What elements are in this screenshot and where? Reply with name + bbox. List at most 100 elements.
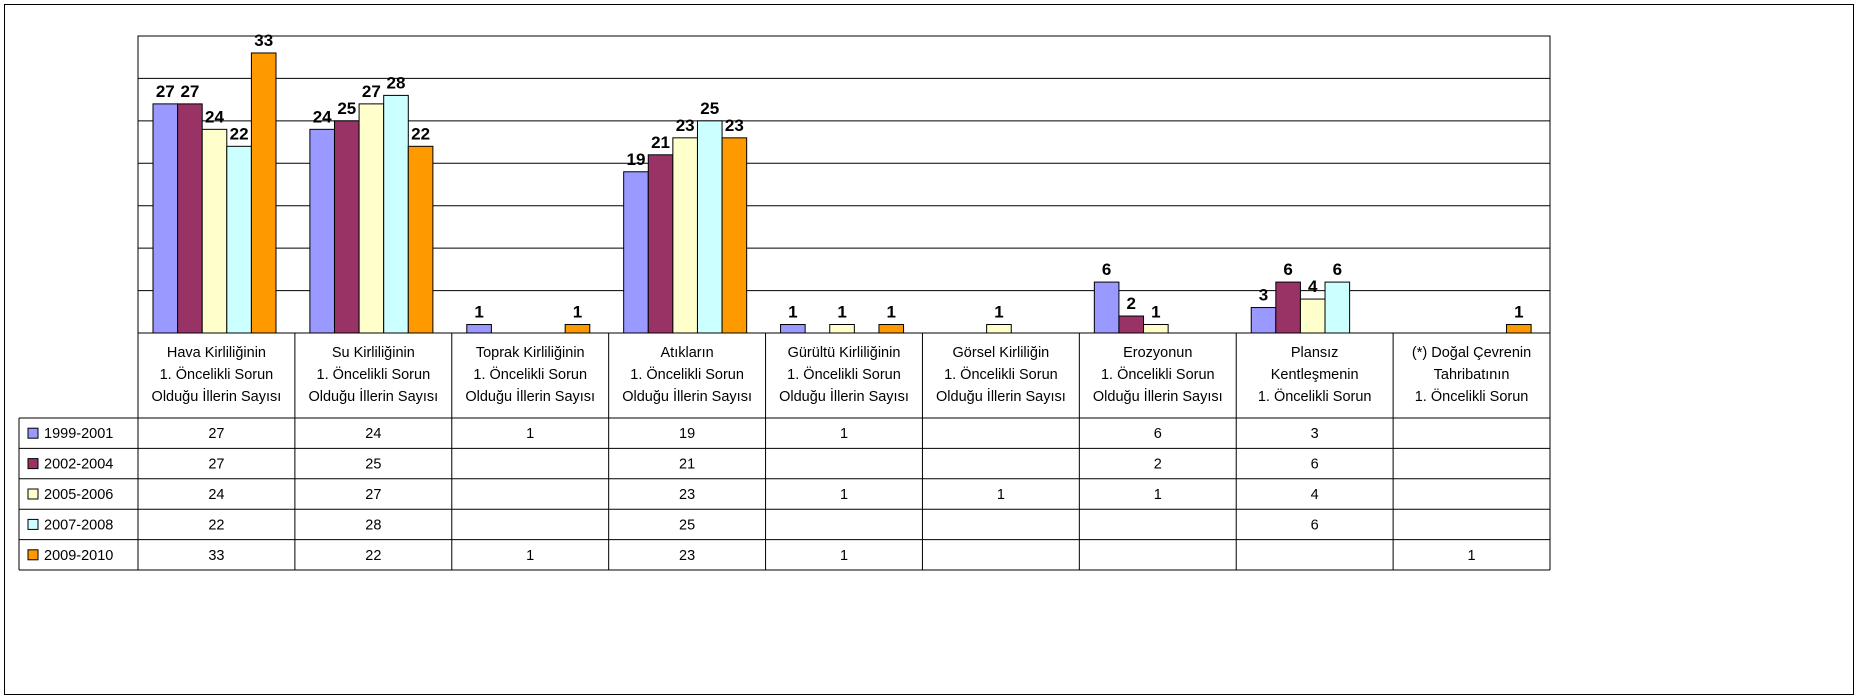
data-label: 28 [387, 73, 406, 92]
legend-label: 1999-2001 [44, 426, 113, 442]
legend-label: 2005-2006 [44, 487, 113, 503]
legend-key [27, 518, 39, 530]
data-label: 1 [788, 303, 797, 322]
category-label: Plansız [1291, 345, 1339, 361]
category-label: Erozyonun [1123, 345, 1192, 361]
bar [878, 324, 905, 334]
data-label: 21 [651, 133, 670, 152]
category-label: Olduğu İllerin Sayısı [622, 387, 752, 405]
bar [986, 324, 1012, 334]
category-label: 1. Öncelikli Sorun [160, 365, 274, 383]
bar [309, 128, 335, 334]
category-label: Tahribatının [1434, 367, 1510, 383]
bar [1250, 307, 1277, 334]
category-label: Olduğu İllerin Sayısı [936, 387, 1066, 405]
legend-key [27, 427, 39, 439]
category-label: Su Kirliliğinin [332, 345, 415, 361]
category-label: 1. Öncelikli Sorun [630, 365, 744, 383]
bar [383, 94, 409, 334]
data-label: 22 [230, 124, 249, 143]
category-label: Olduğu İllerin Sayısı [465, 387, 595, 405]
data-label: 1 [1151, 303, 1160, 322]
table-cell-value: 4 [1311, 487, 1319, 503]
legend-label: 2009-2010 [44, 548, 113, 564]
table-cell-value: 27 [208, 457, 224, 473]
table-cell-value: 1 [840, 426, 848, 442]
bar [829, 324, 855, 334]
category-label: Gürültü Kirliliğinin [788, 345, 901, 361]
table-cell-value: 1 [1468, 548, 1476, 564]
table-cell-value: 1 [1154, 487, 1162, 503]
data-label: 27 [362, 82, 381, 101]
data-label: 27 [156, 82, 175, 101]
bar [1275, 281, 1301, 334]
table-cell-value: 1 [840, 548, 848, 564]
category-label: Olduğu İllerin Sayısı [1093, 387, 1223, 405]
table-cell-value: 1 [526, 548, 534, 564]
bar [1506, 324, 1532, 334]
table-cell-value: 23 [679, 487, 695, 503]
table-cell-value: 1 [997, 487, 1005, 503]
data-label: 25 [337, 99, 356, 118]
bar [152, 103, 179, 334]
bar [696, 120, 723, 334]
legend-label: 2007-2008 [44, 517, 113, 533]
table-cell-value: 3 [1311, 426, 1319, 442]
legend-label: 2002-2004 [44, 457, 113, 473]
data-label: 4 [1308, 277, 1318, 296]
category-label: 1. Öncelikli Sorun [473, 365, 587, 383]
table-cell-value: 25 [365, 457, 381, 473]
table-cell-value: 28 [365, 517, 381, 533]
data-label: 24 [313, 107, 332, 126]
bar [201, 128, 228, 334]
bar [333, 120, 360, 334]
bar [466, 324, 492, 334]
category-label: Görsel Kirliliğin [953, 345, 1050, 361]
bar [780, 324, 806, 334]
table-cell-value: 1 [526, 426, 534, 442]
bar [1143, 324, 1169, 334]
data-label: 22 [411, 124, 430, 143]
data-label: 6 [1283, 260, 1292, 279]
bar [1093, 281, 1120, 334]
category-label: Toprak Kirliliğinin [476, 345, 585, 361]
legend-key [27, 488, 39, 500]
table-cell-value: 27 [208, 426, 224, 442]
data-label: 6 [1102, 260, 1111, 279]
data-label: 33 [254, 31, 273, 50]
bar [721, 137, 748, 334]
data-label: 2 [1126, 294, 1135, 313]
data-label: 23 [725, 116, 744, 135]
table-cell-value: 2 [1154, 457, 1162, 473]
bar [407, 145, 434, 334]
table-cell-value: 6 [1311, 517, 1319, 533]
data-label: 1 [1514, 303, 1523, 322]
bar [1299, 298, 1326, 334]
category-label: Olduğu İllerin Sayısı [779, 387, 909, 405]
data-label: 27 [180, 82, 199, 101]
table-cell-value: 1 [840, 487, 848, 503]
table-cell-value: 25 [679, 517, 695, 533]
bar [647, 154, 674, 334]
category-label: 1. Öncelikli Sorun [787, 365, 901, 383]
table-cell-value: 27 [365, 487, 381, 503]
data-label: 1 [573, 303, 582, 322]
bar [623, 171, 649, 334]
bar [1118, 315, 1145, 334]
category-label: Kentleşmenin [1271, 367, 1359, 383]
bar [250, 52, 277, 334]
category-label: Olduğu İllerin Sayısı [152, 387, 282, 405]
table-cell-value: 24 [208, 487, 224, 503]
data-label: 1 [994, 303, 1003, 322]
category-label: (*) Doğal Çevrenin [1412, 345, 1531, 361]
data-label: 6 [1333, 260, 1342, 279]
data-label: 23 [676, 116, 695, 135]
category-label: 1. Öncelikli Sorun [317, 365, 431, 383]
data-label: 19 [627, 150, 646, 169]
category-label: 1. Öncelikli Sorun [1415, 387, 1529, 405]
data-label: 1 [887, 303, 896, 322]
category-label: 1. Öncelikli Sorun [1258, 387, 1372, 405]
category-label: Atıkların [661, 345, 714, 361]
bar [564, 324, 591, 334]
